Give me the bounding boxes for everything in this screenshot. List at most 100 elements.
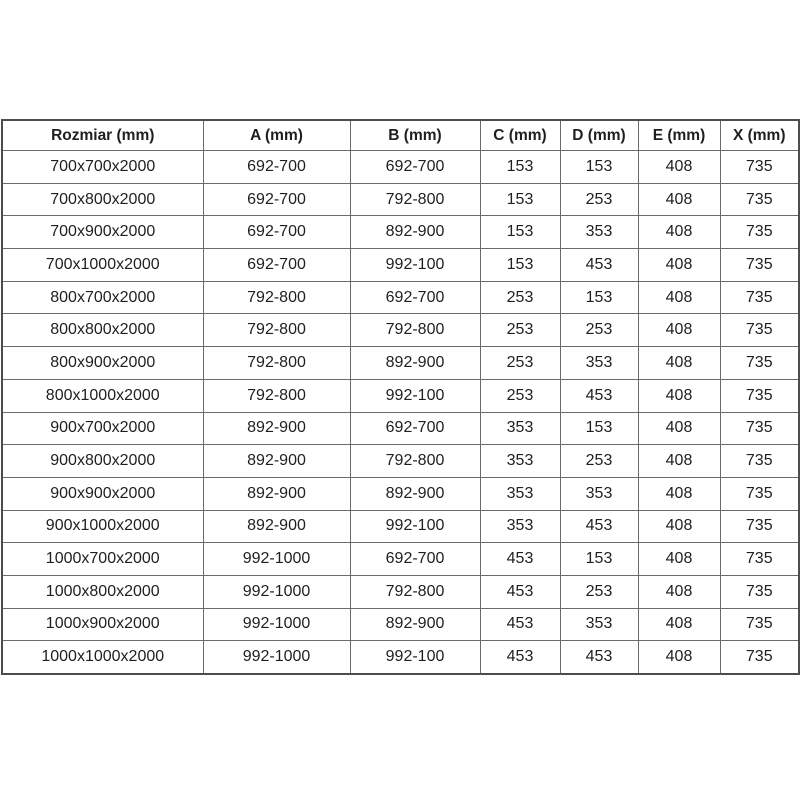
cell-size: 800x700x2000 bbox=[1, 280, 204, 315]
table-row: 700x700x2000 692-700 692-700 153 153 408… bbox=[1, 150, 800, 184]
cell-b: 792-800 bbox=[349, 313, 481, 348]
cell-a: 892-900 bbox=[202, 509, 351, 544]
cell-c: 453 bbox=[479, 640, 561, 675]
cell-d: 153 bbox=[559, 542, 639, 576]
cell-x: 735 bbox=[719, 509, 800, 544]
table-row: 800x800x2000 792-800 792-800 253 253 408… bbox=[1, 313, 800, 348]
table-row: 1000x700x2000 992-1000 692-700 453 153 4… bbox=[1, 542, 800, 576]
cell-c: 353 bbox=[479, 476, 561, 511]
column-header-e: E (mm) bbox=[637, 119, 721, 151]
cell-size: 700x900x2000 bbox=[1, 215, 204, 250]
cell-a: 892-900 bbox=[202, 476, 351, 511]
table-row: 900x900x2000 892-900 892-900 353 353 408… bbox=[1, 476, 800, 511]
cell-x: 735 bbox=[719, 607, 800, 642]
cell-d: 453 bbox=[559, 248, 639, 282]
header-row: Rozmiar (mm) A (mm) B (mm) C (mm) D (mm)… bbox=[1, 119, 800, 151]
cell-c: 453 bbox=[479, 542, 561, 576]
column-header-a: A (mm) bbox=[202, 119, 351, 151]
cell-e: 408 bbox=[637, 476, 721, 511]
cell-b: 992-100 bbox=[349, 378, 481, 413]
cell-b: 892-900 bbox=[349, 607, 481, 642]
cell-b: 692-700 bbox=[349, 542, 481, 576]
cell-d: 253 bbox=[559, 313, 639, 348]
cell-d: 153 bbox=[559, 280, 639, 315]
cell-d: 153 bbox=[559, 411, 639, 446]
cell-a: 792-800 bbox=[202, 313, 351, 348]
cell-a: 992-1000 bbox=[202, 574, 351, 609]
cell-d: 153 bbox=[559, 150, 639, 184]
cell-size: 1000x900x2000 bbox=[1, 607, 204, 642]
cell-x: 735 bbox=[719, 411, 800, 446]
table-row: 700x800x2000 692-700 792-800 153 253 408… bbox=[1, 182, 800, 217]
cell-e: 408 bbox=[637, 182, 721, 217]
cell-a: 792-800 bbox=[202, 378, 351, 413]
cell-size: 800x900x2000 bbox=[1, 346, 204, 380]
cell-a: 792-800 bbox=[202, 346, 351, 380]
cell-size: 1000x700x2000 bbox=[1, 542, 204, 576]
cell-e: 408 bbox=[637, 150, 721, 184]
cell-a: 992-1000 bbox=[202, 607, 351, 642]
cell-e: 408 bbox=[637, 640, 721, 675]
cell-e: 408 bbox=[637, 542, 721, 576]
cell-c: 253 bbox=[479, 280, 561, 315]
column-header-rozmiar: Rozmiar (mm) bbox=[1, 119, 204, 151]
cell-d: 253 bbox=[559, 182, 639, 217]
column-header-d: D (mm) bbox=[559, 119, 639, 151]
cell-b: 692-700 bbox=[349, 411, 481, 446]
cell-c: 253 bbox=[479, 313, 561, 348]
cell-x: 735 bbox=[719, 280, 800, 315]
cell-a: 892-900 bbox=[202, 411, 351, 446]
cell-b: 692-700 bbox=[349, 280, 481, 315]
cell-a: 892-900 bbox=[202, 444, 351, 478]
cell-e: 408 bbox=[637, 607, 721, 642]
cell-size: 900x1000x2000 bbox=[1, 509, 204, 544]
cell-a: 992-1000 bbox=[202, 542, 351, 576]
dimensions-table-container: Rozmiar (mm) A (mm) B (mm) C (mm) D (mm)… bbox=[1, 119, 800, 675]
cell-d: 353 bbox=[559, 346, 639, 380]
cell-b: 892-900 bbox=[349, 476, 481, 511]
cell-x: 735 bbox=[719, 574, 800, 609]
cell-size: 900x900x2000 bbox=[1, 476, 204, 511]
cell-a: 692-700 bbox=[202, 248, 351, 282]
cell-e: 408 bbox=[637, 444, 721, 478]
cell-x: 735 bbox=[719, 313, 800, 348]
cell-size: 900x800x2000 bbox=[1, 444, 204, 478]
cell-c: 253 bbox=[479, 346, 561, 380]
cell-e: 408 bbox=[637, 313, 721, 348]
table-row: 700x1000x2000 692-700 992-100 153 453 40… bbox=[1, 248, 800, 282]
cell-size: 800x1000x2000 bbox=[1, 378, 204, 413]
cell-a: 692-700 bbox=[202, 182, 351, 217]
cell-c: 353 bbox=[479, 509, 561, 544]
cell-e: 408 bbox=[637, 215, 721, 250]
cell-b: 892-900 bbox=[349, 346, 481, 380]
cell-size: 700x800x2000 bbox=[1, 182, 204, 217]
table-row: 1000x1000x2000 992-1000 992-100 453 453 … bbox=[1, 640, 800, 675]
cell-c: 353 bbox=[479, 444, 561, 478]
column-header-c: C (mm) bbox=[479, 119, 561, 151]
cell-x: 735 bbox=[719, 346, 800, 380]
cell-b: 692-700 bbox=[349, 150, 481, 184]
column-header-x: X (mm) bbox=[719, 119, 800, 151]
cell-b: 792-800 bbox=[349, 574, 481, 609]
cell-size: 900x700x2000 bbox=[1, 411, 204, 446]
cell-d: 353 bbox=[559, 215, 639, 250]
dimensions-table: Rozmiar (mm) A (mm) B (mm) C (mm) D (mm)… bbox=[1, 119, 800, 675]
cell-c: 153 bbox=[479, 150, 561, 184]
cell-x: 735 bbox=[719, 215, 800, 250]
table-row: 900x800x2000 892-900 792-800 353 253 408… bbox=[1, 444, 800, 478]
cell-a: 992-1000 bbox=[202, 640, 351, 675]
table-row: 1000x900x2000 992-1000 892-900 453 353 4… bbox=[1, 607, 800, 642]
table-row: 900x1000x2000 892-900 992-100 353 453 40… bbox=[1, 509, 800, 544]
column-header-b: B (mm) bbox=[349, 119, 481, 151]
cell-size: 1000x1000x2000 bbox=[1, 640, 204, 675]
cell-a: 792-800 bbox=[202, 280, 351, 315]
cell-d: 453 bbox=[559, 640, 639, 675]
cell-e: 408 bbox=[637, 509, 721, 544]
cell-x: 735 bbox=[719, 182, 800, 217]
table-row: 900x700x2000 892-900 692-700 353 153 408… bbox=[1, 411, 800, 446]
cell-d: 353 bbox=[559, 607, 639, 642]
cell-x: 735 bbox=[719, 542, 800, 576]
cell-c: 153 bbox=[479, 182, 561, 217]
cell-d: 453 bbox=[559, 378, 639, 413]
